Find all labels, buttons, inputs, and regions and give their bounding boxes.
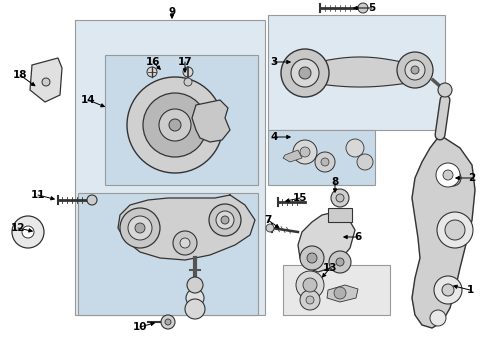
Text: 9: 9 <box>169 7 175 17</box>
Circle shape <box>42 78 50 86</box>
Circle shape <box>306 296 314 304</box>
Text: 2: 2 <box>468 173 476 183</box>
Circle shape <box>147 67 157 77</box>
Circle shape <box>186 289 204 307</box>
Circle shape <box>434 276 462 304</box>
Circle shape <box>291 59 319 87</box>
Text: 3: 3 <box>270 57 278 67</box>
Circle shape <box>22 226 34 238</box>
Circle shape <box>346 139 364 157</box>
Circle shape <box>450 175 456 181</box>
Text: 10: 10 <box>133 322 147 332</box>
Bar <box>268 15 445 130</box>
Text: 13: 13 <box>323 263 337 273</box>
Circle shape <box>300 290 320 310</box>
Circle shape <box>169 119 181 131</box>
Circle shape <box>216 211 234 229</box>
Circle shape <box>358 3 368 13</box>
Circle shape <box>405 60 425 80</box>
Circle shape <box>12 216 44 248</box>
Polygon shape <box>327 285 358 302</box>
Circle shape <box>303 278 317 292</box>
Circle shape <box>334 287 346 299</box>
Bar <box>78 193 258 315</box>
Circle shape <box>135 223 145 233</box>
Text: 6: 6 <box>354 232 362 242</box>
Bar <box>105 55 258 185</box>
Polygon shape <box>412 135 475 328</box>
Circle shape <box>397 52 433 88</box>
Circle shape <box>293 140 317 164</box>
Circle shape <box>120 208 160 248</box>
Polygon shape <box>192 100 230 142</box>
Text: 1: 1 <box>466 285 474 295</box>
Circle shape <box>281 49 329 97</box>
Circle shape <box>159 109 191 141</box>
Circle shape <box>173 231 197 255</box>
Text: 15: 15 <box>293 193 307 203</box>
Circle shape <box>430 310 446 326</box>
Bar <box>268 130 375 185</box>
Text: 5: 5 <box>368 3 376 13</box>
Circle shape <box>442 284 454 296</box>
Circle shape <box>443 170 453 180</box>
Circle shape <box>436 163 460 187</box>
Text: 7: 7 <box>264 215 271 225</box>
Bar <box>75 20 265 315</box>
Bar <box>283 265 390 315</box>
Text: 4: 4 <box>270 132 278 142</box>
Circle shape <box>321 158 329 166</box>
Circle shape <box>331 189 349 207</box>
Circle shape <box>300 147 310 157</box>
Circle shape <box>127 77 223 173</box>
Polygon shape <box>118 195 255 260</box>
Text: 18: 18 <box>13 70 27 80</box>
Circle shape <box>300 246 324 270</box>
Polygon shape <box>298 212 355 272</box>
Circle shape <box>329 251 351 273</box>
Circle shape <box>180 238 190 248</box>
Text: 12: 12 <box>11 223 25 233</box>
Circle shape <box>357 154 373 170</box>
Polygon shape <box>283 150 302 162</box>
Circle shape <box>161 315 175 329</box>
Circle shape <box>299 67 311 79</box>
Circle shape <box>336 194 344 202</box>
Circle shape <box>336 258 344 266</box>
Text: 17: 17 <box>178 57 192 67</box>
Circle shape <box>184 78 192 86</box>
Circle shape <box>165 319 171 325</box>
Circle shape <box>209 204 241 236</box>
Circle shape <box>128 216 152 240</box>
Circle shape <box>315 152 335 172</box>
Bar <box>328 208 352 222</box>
Circle shape <box>266 224 274 232</box>
Circle shape <box>187 277 203 293</box>
Circle shape <box>87 195 97 205</box>
Polygon shape <box>305 57 415 87</box>
Circle shape <box>143 93 207 157</box>
Circle shape <box>307 253 317 263</box>
Circle shape <box>445 220 465 240</box>
Circle shape <box>221 216 229 224</box>
Text: 14: 14 <box>81 95 96 105</box>
Circle shape <box>437 212 473 248</box>
Circle shape <box>438 83 452 97</box>
Polygon shape <box>30 58 62 102</box>
Circle shape <box>183 67 193 77</box>
Circle shape <box>185 299 205 319</box>
Circle shape <box>445 170 461 186</box>
Text: 11: 11 <box>31 190 45 200</box>
Text: 8: 8 <box>331 177 339 187</box>
Text: 16: 16 <box>146 57 160 67</box>
Circle shape <box>296 271 324 299</box>
Circle shape <box>411 66 419 74</box>
